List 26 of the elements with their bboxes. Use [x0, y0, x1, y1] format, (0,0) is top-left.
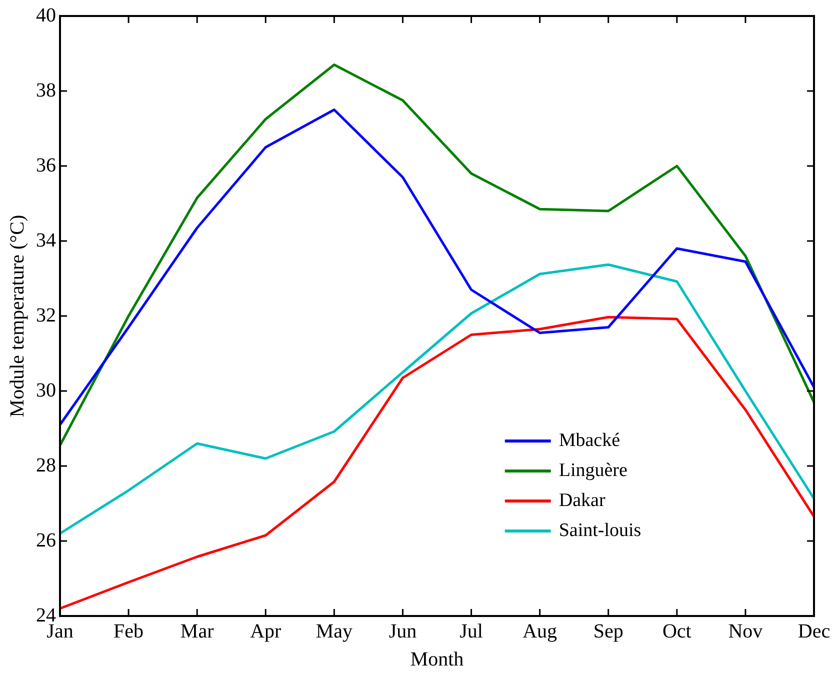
- x-tick-label: Jun: [388, 620, 417, 642]
- y-tick-label: 30: [36, 379, 56, 402]
- y-axis-title: Module temperature (°C): [6, 214, 28, 418]
- x-tick-label: Feb: [114, 620, 144, 642]
- legend-label: Saint-louis: [558, 520, 642, 541]
- x-tick-label: Apr: [250, 620, 282, 642]
- x-tick-label: Dec: [798, 620, 830, 642]
- x-tick-label: Nov: [728, 620, 763, 642]
- y-tick-label: 28: [36, 454, 56, 476]
- x-tick-label: May: [316, 620, 353, 642]
- legend-label: Mbacké: [558, 430, 620, 451]
- legend-label: Linguère: [558, 460, 628, 481]
- y-tick-label: 32: [36, 304, 56, 326]
- y-tick-label: 26: [36, 529, 56, 552]
- y-tick-label: 36: [36, 154, 56, 176]
- y-tick-label: 38: [36, 79, 56, 102]
- x-tick-label: Mar: [180, 620, 214, 642]
- y-tick-label: 34: [36, 229, 56, 252]
- x-tick-label: Oct: [662, 620, 692, 642]
- legend-label: Dakar: [558, 490, 606, 511]
- x-tick-label: Sep: [593, 620, 624, 642]
- x-axis-title: Month: [410, 648, 464, 670]
- y-tick-label: 40: [36, 4, 56, 26]
- x-tick-label: Jan: [46, 620, 74, 642]
- x-tick-label: Jul: [460, 620, 484, 642]
- x-tick-label: Aug: [522, 620, 558, 642]
